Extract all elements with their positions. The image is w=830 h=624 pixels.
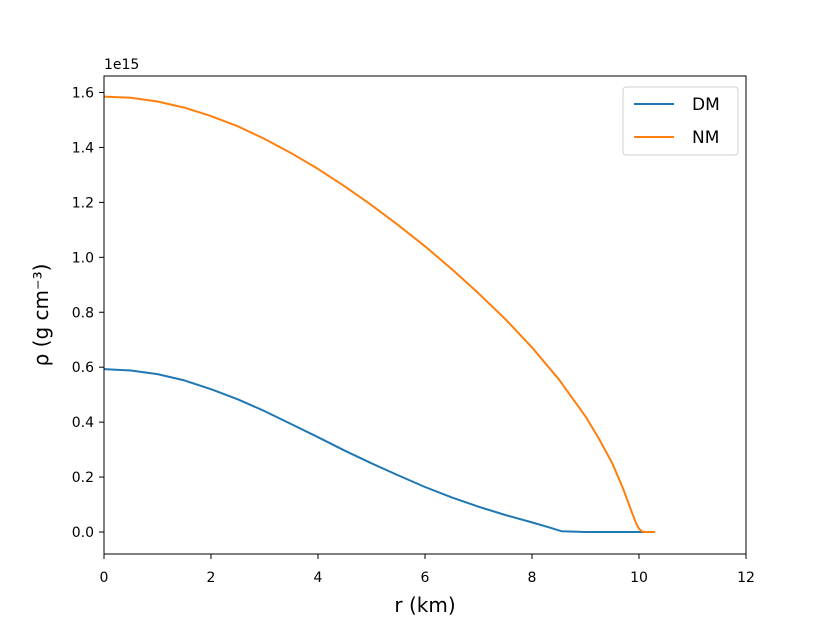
y-tick-label: 1.4 — [72, 140, 94, 156]
series-line-nm — [103, 95, 656, 533]
x-axis: 0 2 4 6 8 10 12 — [100, 554, 755, 586]
x-tick-label: 4 — [314, 570, 323, 586]
x-tick-label: 6 — [421, 570, 430, 586]
y-tick-label: 0.6 — [72, 360, 94, 376]
x-axis-label: r (km) — [394, 593, 455, 617]
x-tick-label: 8 — [528, 570, 537, 586]
legend: DM NM — [622, 86, 739, 156]
x-tick-label: 10 — [630, 570, 648, 586]
y-tick-label: 1.6 — [72, 85, 94, 101]
x-tick-label: 12 — [737, 570, 755, 586]
plot-layer — [103, 95, 656, 533]
y-tick-label: 0.4 — [72, 415, 94, 431]
y-axis-label: ρ (g cm⁻³) — [29, 264, 53, 367]
y-axis: 0.0 0.2 0.4 0.6 0.8 1.0 1.2 1.4 1.6 — [72, 85, 104, 541]
legend-label-dm: DM — [692, 95, 720, 115]
y-tick-label: 0.2 — [72, 470, 94, 486]
y-tick-label: 1.0 — [72, 250, 94, 266]
series-line-dm — [103, 368, 656, 533]
y-offset-label: 1e15 — [104, 57, 139, 73]
legend-box — [622, 86, 739, 156]
x-tick-label: 2 — [207, 570, 216, 586]
y-tick-label: 0.8 — [72, 305, 94, 321]
legend-label-nm: NM — [692, 128, 719, 148]
y-tick-label: 1.2 — [72, 195, 94, 211]
x-tick-label: 0 — [100, 570, 109, 586]
y-tick-label: 0.0 — [72, 525, 94, 541]
